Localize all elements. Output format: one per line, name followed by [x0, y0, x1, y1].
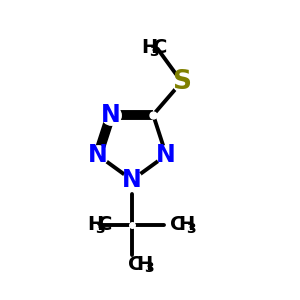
- Text: S: S: [172, 69, 191, 95]
- Text: C: C: [153, 38, 167, 57]
- Text: 3: 3: [186, 222, 195, 236]
- Text: N: N: [156, 143, 176, 167]
- Text: N: N: [101, 103, 121, 127]
- Text: N: N: [122, 168, 142, 192]
- Text: 3: 3: [149, 45, 158, 58]
- Text: C: C: [170, 215, 184, 235]
- Text: H: H: [136, 254, 152, 274]
- Text: C: C: [98, 215, 113, 235]
- Text: C: C: [128, 254, 142, 274]
- Text: N: N: [88, 143, 108, 167]
- Text: 3: 3: [144, 261, 153, 275]
- Text: H: H: [87, 215, 103, 235]
- Text: H: H: [178, 215, 194, 235]
- Text: 3: 3: [95, 222, 104, 236]
- Text: H: H: [141, 38, 158, 57]
